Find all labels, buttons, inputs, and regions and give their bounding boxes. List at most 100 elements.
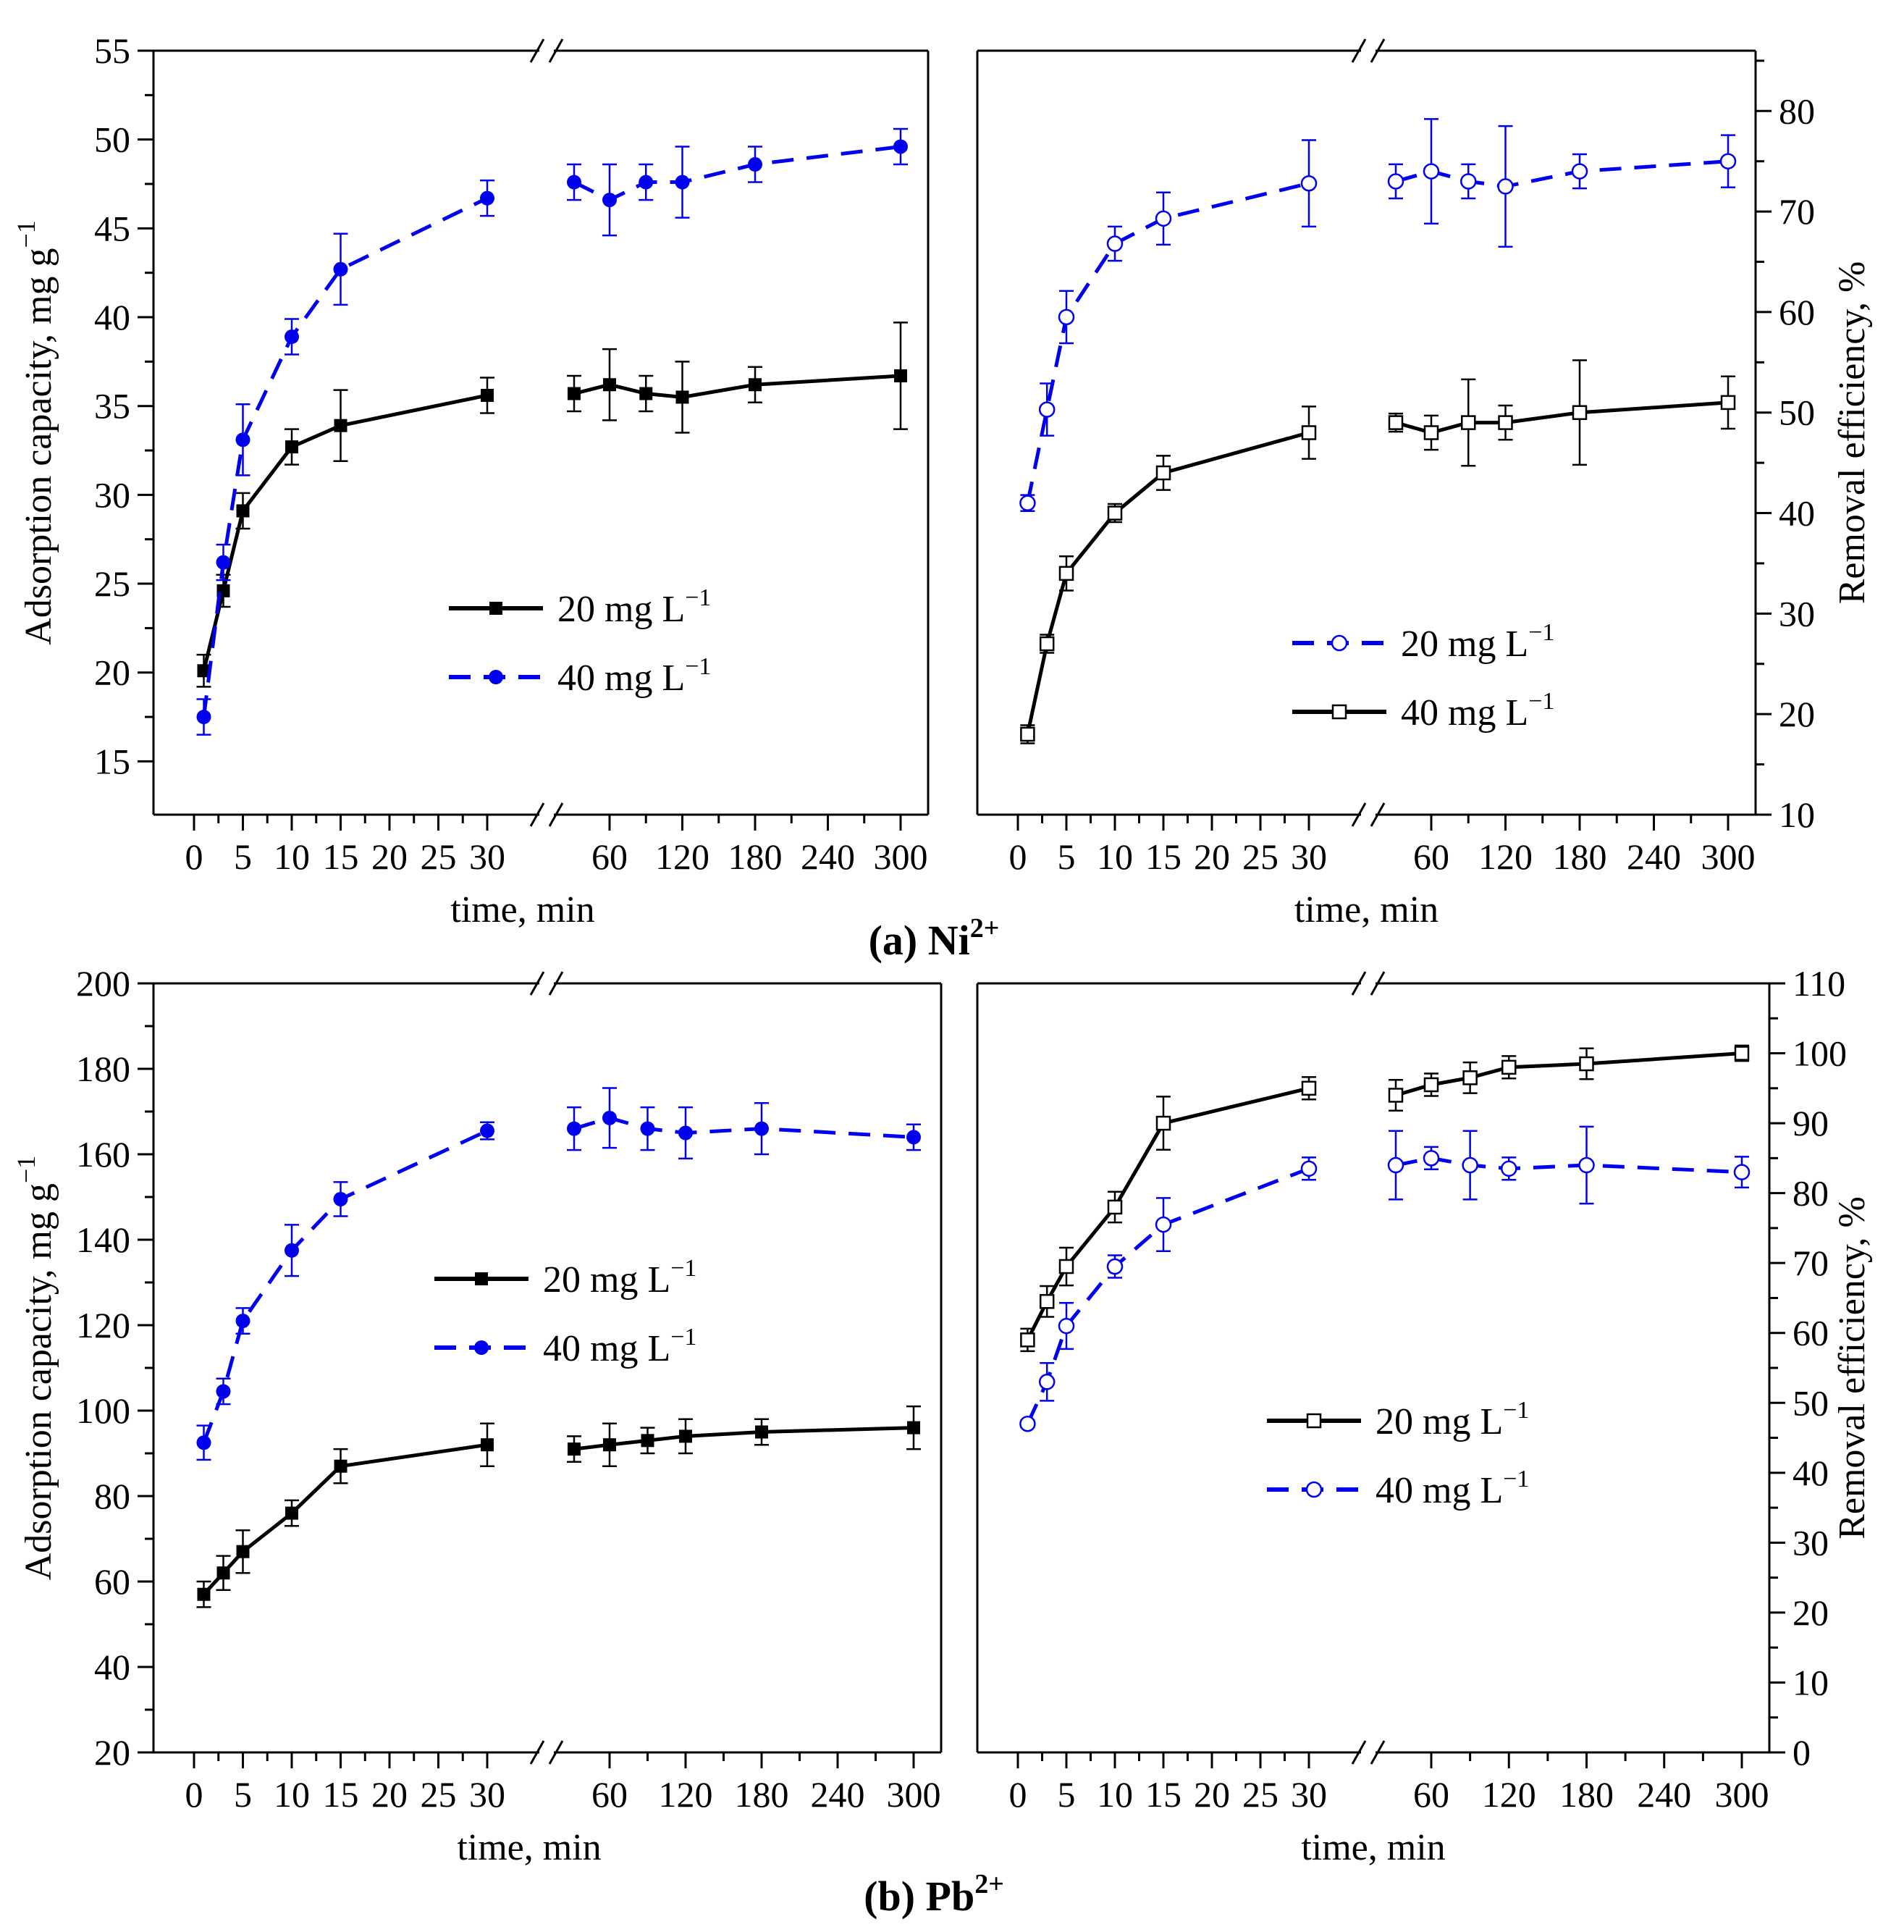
data-point bbox=[1579, 1056, 1594, 1072]
data-point bbox=[603, 378, 616, 392]
panel-pb-capacity: 20 40 60 80 100 120 140 160 180 200 0 5 10 15 20 25 30 60… bbox=[12, 963, 943, 1868]
x-axis-label: time, min bbox=[450, 889, 594, 931]
y-axis-label-text: Adsorption capacity, mg g bbox=[18, 248, 59, 645]
y-tick-label: 20 bbox=[94, 1732, 130, 1773]
x-axis-label: time, min bbox=[457, 1827, 601, 1868]
x-tick-label: 30 bbox=[469, 836, 505, 877]
data-point bbox=[481, 388, 494, 402]
data-point bbox=[603, 1438, 616, 1452]
series-line bbox=[202, 1129, 489, 1444]
series-line bbox=[1395, 1156, 1743, 1175]
x-tick-label: 20 bbox=[1194, 836, 1230, 877]
data-point bbox=[748, 157, 762, 172]
legend-label-sup: −1 bbox=[670, 1255, 696, 1282]
y-tick-label: 90 bbox=[1793, 1103, 1829, 1143]
data-point bbox=[1578, 1156, 1595, 1174]
data-point bbox=[333, 1191, 348, 1206]
data-point bbox=[568, 387, 581, 400]
x-tick-label: 240 bbox=[1627, 836, 1681, 877]
y-tick-label: 20 bbox=[94, 652, 130, 693]
data-point bbox=[1387, 1156, 1404, 1174]
data-point bbox=[285, 440, 298, 454]
y-tick-label: 20 bbox=[1779, 694, 1815, 734]
x-tick-label: 15 bbox=[323, 836, 359, 877]
data-point bbox=[1301, 1080, 1317, 1096]
data-point bbox=[641, 1434, 654, 1448]
series-1 bbox=[196, 1087, 921, 1461]
y-axis-label: Adsorption capacity, mg g−1 bbox=[12, 220, 59, 645]
data-point bbox=[1720, 395, 1736, 411]
legend-label-text: 20 mg L bbox=[1401, 623, 1528, 665]
legend-label: 20 mg L−1 bbox=[1401, 619, 1554, 665]
series-0 bbox=[1020, 1044, 1750, 1353]
legend-label: 20 mg L−1 bbox=[543, 1255, 696, 1301]
x-tick-label: 0 bbox=[1009, 836, 1027, 877]
data-point bbox=[235, 432, 250, 448]
data-point bbox=[1038, 401, 1056, 418]
x-tick-label: 25 bbox=[1242, 1774, 1279, 1815]
data-point bbox=[334, 419, 347, 432]
y-tick-label: 10 bbox=[1793, 1662, 1829, 1702]
y-tick-label: 40 bbox=[1793, 1453, 1829, 1493]
series-0 bbox=[196, 322, 908, 688]
data-point bbox=[1462, 1070, 1478, 1085]
data-point bbox=[1155, 465, 1171, 481]
data-point bbox=[474, 1340, 489, 1355]
series-line bbox=[573, 145, 901, 202]
data-point bbox=[1497, 178, 1514, 195]
legend-label-sup: −1 bbox=[685, 584, 711, 611]
y-tick-label: 50 bbox=[94, 119, 130, 160]
data-point bbox=[1498, 415, 1513, 430]
data-point bbox=[1719, 153, 1737, 169]
legend-label-text: 40 mg L bbox=[543, 1328, 670, 1369]
y-tick-label: 70 bbox=[1779, 191, 1815, 232]
legend-label-sup: −1 bbox=[1528, 688, 1554, 715]
data-point bbox=[679, 1429, 692, 1443]
axis-break-mark bbox=[529, 38, 545, 63]
x-tick-label: 0 bbox=[185, 1774, 203, 1815]
x-tick-label: 180 bbox=[1559, 1774, 1614, 1815]
legend-label-text: 20 mg L bbox=[543, 1259, 670, 1301]
y-tick-label: 0 bbox=[1793, 1732, 1811, 1773]
y-axis-label-text: Removal efficiency, % bbox=[1832, 261, 1873, 605]
data-point bbox=[906, 1130, 921, 1145]
series-line bbox=[1025, 181, 1310, 504]
y-tick-label: 100 bbox=[1793, 1033, 1847, 1074]
data-point bbox=[1038, 1374, 1056, 1390]
x-tick-label: 20 bbox=[371, 836, 408, 877]
data-point bbox=[1331, 704, 1347, 720]
data-point bbox=[475, 1272, 488, 1285]
data-point bbox=[1155, 210, 1172, 227]
y-tick-label: 60 bbox=[94, 1561, 130, 1602]
data-point bbox=[678, 1125, 693, 1141]
data-point bbox=[675, 175, 690, 190]
axis-break-mark bbox=[1370, 1740, 1386, 1765]
x-tick-label: 60 bbox=[1413, 1774, 1449, 1815]
data-point bbox=[285, 1243, 299, 1258]
x-tick-label: 60 bbox=[591, 836, 628, 877]
axis-break-mark bbox=[1351, 1740, 1367, 1765]
x-tick-label: 15 bbox=[1145, 1774, 1181, 1815]
data-point bbox=[675, 390, 689, 404]
y-tick-label: 40 bbox=[94, 1647, 130, 1687]
x-tick-label: 240 bbox=[1637, 1774, 1691, 1815]
y-tick-label: 160 bbox=[76, 1134, 130, 1175]
data-point bbox=[480, 1123, 494, 1138]
axis-break-mark bbox=[529, 802, 545, 827]
data-point bbox=[236, 1545, 250, 1558]
x-tick-label: 30 bbox=[1291, 1774, 1327, 1815]
data-point bbox=[1107, 1199, 1123, 1215]
x-axis-label: time, min bbox=[1301, 1827, 1445, 1868]
y-axis-label-text: Adsorption capacity, mg g bbox=[18, 1183, 59, 1580]
series-0 bbox=[196, 1405, 921, 1608]
data-point bbox=[1388, 415, 1404, 430]
data-point bbox=[1571, 163, 1588, 180]
data-point bbox=[1733, 1164, 1751, 1180]
data-point bbox=[1423, 1150, 1440, 1167]
data-point bbox=[1331, 634, 1348, 652]
data-point bbox=[1387, 173, 1404, 190]
x-tick-label: 25 bbox=[421, 1774, 457, 1815]
series-0 bbox=[1019, 118, 1737, 513]
axis-break-mark bbox=[548, 38, 564, 63]
